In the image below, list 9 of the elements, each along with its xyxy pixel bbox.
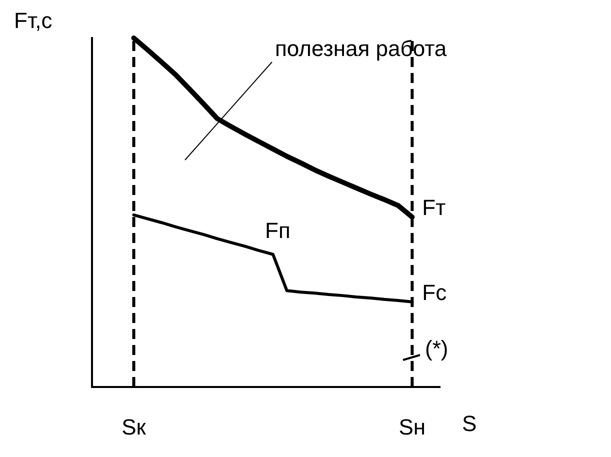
annotation: (*)	[425, 336, 448, 362]
y-axis-title: Fт,с	[14, 8, 52, 34]
series-label: Fт	[422, 195, 446, 220]
annotation: Fп	[265, 218, 290, 244]
x-tick-label: Sк	[122, 414, 146, 440]
annotation: полезная работа	[275, 36, 448, 62]
x-tick-label: Sн	[398, 414, 426, 440]
series-label: Fc	[422, 280, 447, 305]
x-axis-title: S	[462, 411, 477, 436]
